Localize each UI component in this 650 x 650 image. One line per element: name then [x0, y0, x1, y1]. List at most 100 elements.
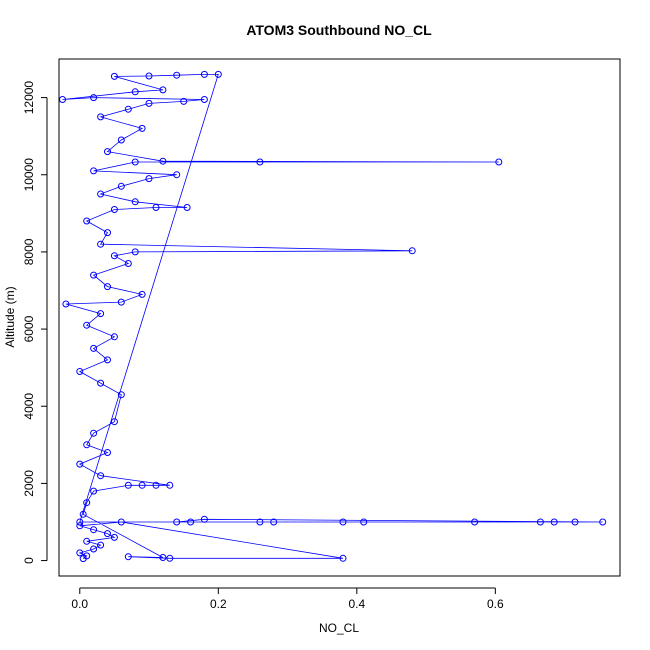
- data-point: [131, 198, 139, 206]
- data-point: [131, 88, 139, 96]
- data-point: [90, 526, 98, 534]
- data-point: [495, 158, 503, 166]
- data-point: [104, 530, 111, 538]
- data-point: [471, 518, 479, 526]
- data-point: [124, 105, 132, 113]
- y-axis: 0 2000 4000 6000 8000 10000 12000: [22, 81, 48, 564]
- data-point: [200, 70, 208, 78]
- data-point: [131, 158, 139, 166]
- x-tick-label: 0.6: [487, 597, 504, 611]
- data-point: [97, 240, 105, 248]
- data-point: [270, 518, 278, 526]
- data-point: [214, 70, 222, 78]
- data-point: [187, 518, 195, 526]
- data-point: [124, 260, 132, 267]
- data-point: [183, 204, 191, 211]
- data-point: [104, 148, 111, 156]
- data-point: [83, 441, 91, 449]
- data-point: [166, 554, 174, 562]
- y-axis-label: Altitude (m): [3, 286, 17, 347]
- series-line: [62, 74, 603, 559]
- y-tick-label: 0: [22, 557, 36, 564]
- data-point: [90, 167, 98, 175]
- data-point: [90, 94, 98, 102]
- data-point: [360, 518, 368, 526]
- y-tick-label: 4000: [22, 393, 36, 420]
- data-point: [173, 171, 181, 179]
- data-point: [536, 518, 544, 526]
- plot-area: [59, 70, 607, 563]
- data-point: [571, 518, 579, 526]
- data-point: [83, 537, 91, 545]
- data-point: [110, 252, 118, 260]
- data-point: [76, 518, 84, 526]
- x-tick-label: 0.2: [210, 597, 227, 611]
- data-point: [97, 190, 105, 198]
- data-point: [104, 449, 111, 456]
- data-point: [97, 113, 105, 121]
- data-point: [339, 518, 347, 526]
- y-tick-label: 12000: [22, 81, 36, 115]
- data-point: [104, 356, 111, 364]
- data-point: [138, 481, 146, 489]
- data-point: [76, 549, 84, 557]
- data-point: [62, 300, 70, 308]
- data-point: [117, 182, 125, 190]
- data-point: [124, 553, 132, 561]
- chart-title: ATOM3 Southbound NO_CL: [246, 22, 432, 38]
- data-point: [131, 248, 139, 256]
- data-point: [76, 368, 84, 375]
- data-point: [599, 518, 607, 526]
- data-point: [173, 518, 181, 526]
- data-point: [76, 522, 84, 530]
- data-point: [110, 418, 118, 426]
- data-point: [550, 518, 558, 526]
- data-point: [90, 487, 98, 495]
- y-tick-label: 8000: [22, 238, 36, 265]
- y-tick-label: 10000: [22, 158, 36, 192]
- data-point: [104, 283, 111, 291]
- data-point: [145, 99, 153, 107]
- data-point: [408, 247, 416, 255]
- y-tick-label: 6000: [22, 315, 36, 342]
- x-axis: 0.0 0.2 0.4 0.6: [71, 587, 504, 611]
- data-point: [97, 472, 105, 480]
- data-point: [159, 86, 167, 94]
- data-point: [117, 391, 125, 399]
- data-point: [339, 554, 347, 562]
- y-tick-label: 2000: [22, 470, 36, 497]
- data-point: [110, 72, 118, 80]
- data-point: [76, 460, 84, 468]
- data-point: [138, 124, 146, 132]
- data-point: [90, 271, 98, 279]
- data-point: [152, 204, 160, 211]
- data-point: [110, 533, 118, 541]
- data-point: [110, 333, 118, 341]
- data-point: [124, 481, 132, 489]
- data-point: [145, 175, 153, 183]
- data-point: [138, 290, 146, 298]
- data-point: [117, 136, 125, 144]
- data-point: [173, 71, 181, 79]
- data-point: [79, 510, 87, 518]
- data-point: [117, 298, 125, 306]
- data-point: [166, 481, 174, 489]
- data-point: [152, 481, 160, 489]
- data-point: [104, 229, 111, 237]
- data-point: [97, 379, 105, 387]
- data-point: [83, 321, 91, 329]
- x-axis-label: NO_CL: [319, 621, 359, 635]
- data-point: [256, 158, 264, 166]
- data-point: [90, 429, 98, 437]
- x-tick-label: 0.4: [348, 597, 365, 611]
- data-point: [90, 545, 98, 553]
- data-point: [117, 518, 125, 526]
- data-point: [200, 96, 208, 103]
- data-point: [83, 552, 91, 560]
- data-point: [83, 499, 91, 507]
- data-point: [97, 310, 105, 318]
- data-point: [159, 157, 167, 165]
- x-tick-label: 0.0: [71, 597, 88, 611]
